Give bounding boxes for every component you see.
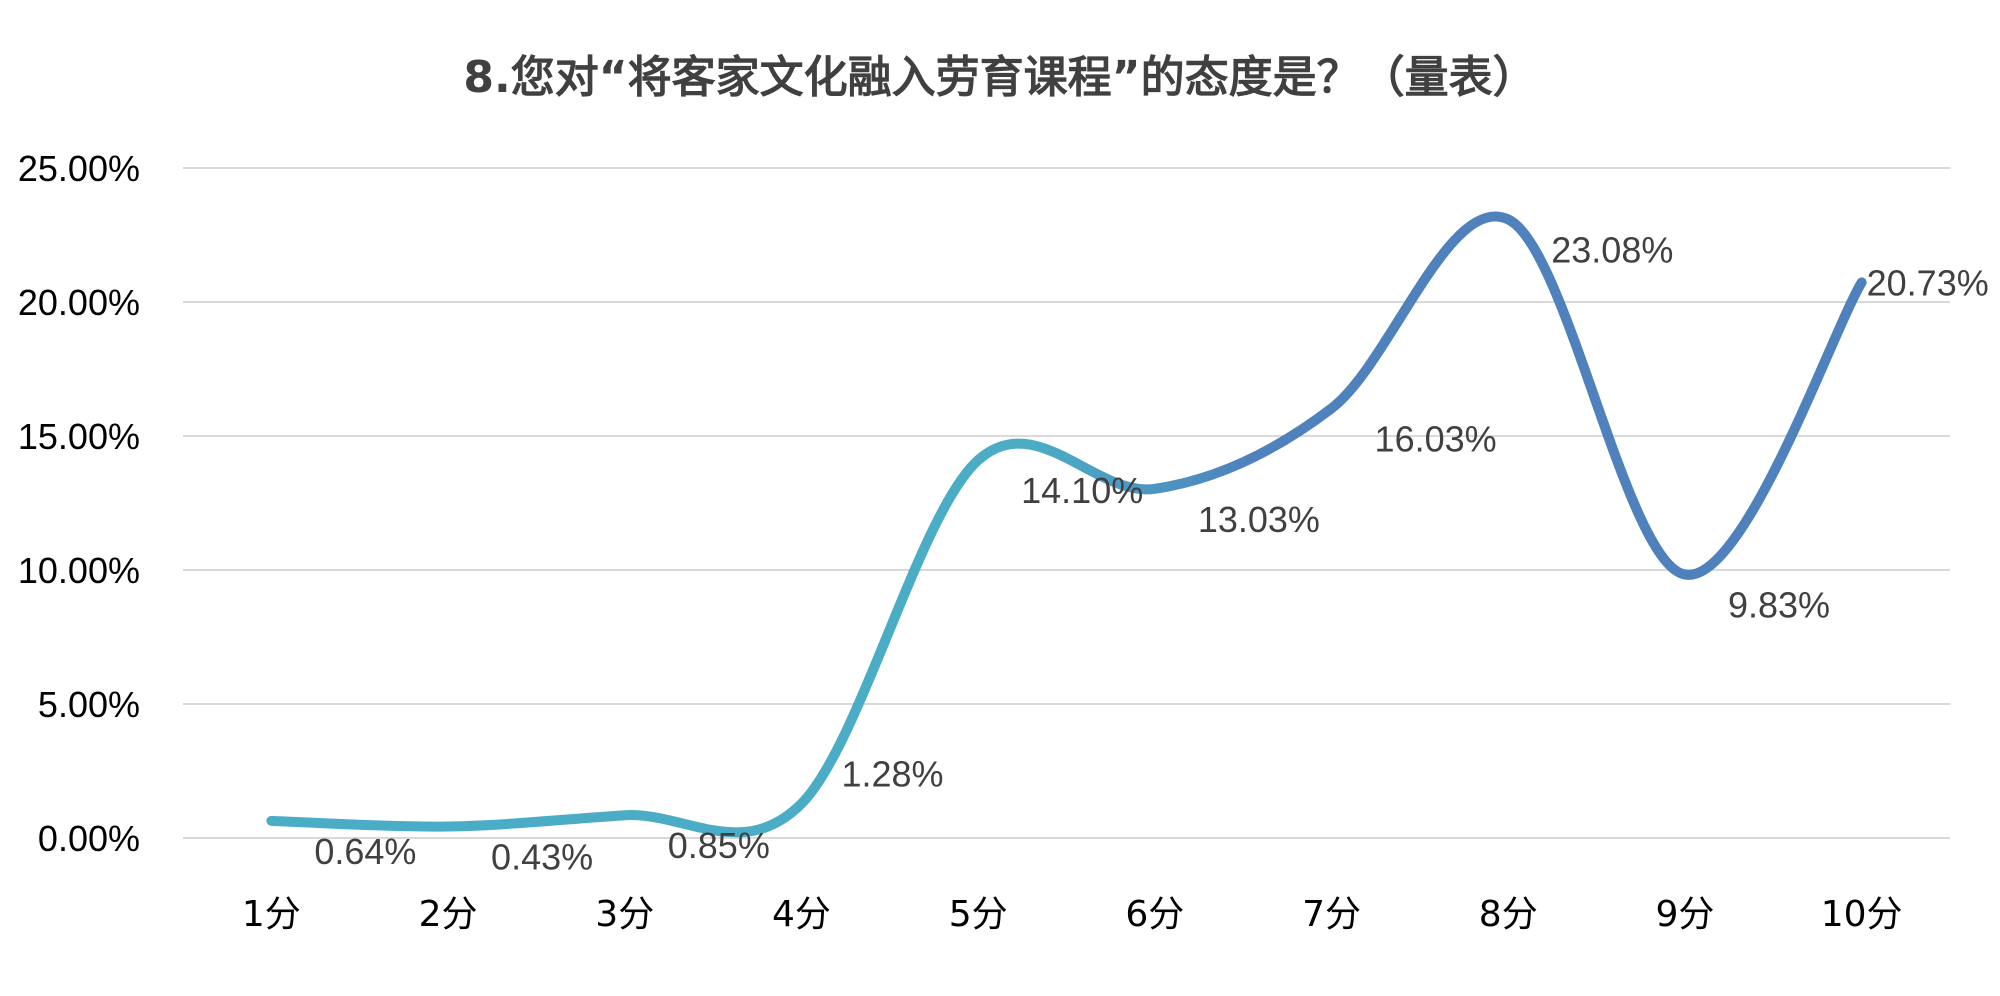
chart-title: 8.您对“将客家文化融入劳育课程”的态度是？（量表） (463, 52, 1536, 103)
x-axis-ticks: 1分 2分 3分 4分 5分 6分 7分 8分 9分 10分 (242, 894, 1903, 935)
data-label: 16.03% (1375, 418, 1497, 459)
x-tick-label: 7分 (1302, 894, 1361, 935)
x-tick-label: 8分 (1479, 894, 1538, 935)
x-tick-label: 1分 (242, 894, 301, 935)
x-tick-label: 4分 (772, 894, 831, 935)
y-axis-ticks: 0.00% 5.00% 10.00% 15.00% 20.00% 25.00% (18, 148, 140, 859)
data-label: 0.64% (314, 831, 416, 872)
data-labels: 0.64% 0.43% 0.85% 1.28% 14.10% 13.03% 16.03% 23… (314, 229, 1988, 877)
data-label: 23.08% (1551, 229, 1673, 270)
x-tick-label: 5分 (949, 894, 1008, 935)
data-label: 1.28% (841, 754, 943, 795)
series-line (266, 211, 1867, 838)
data-label: 0.43% (491, 836, 593, 877)
x-tick-label: 2分 (419, 894, 478, 935)
gridlines (183, 167, 1950, 839)
x-tick-label: 3分 (595, 894, 654, 935)
y-tick-label: 15.00% (18, 416, 140, 457)
y-tick-label: 10.00% (18, 550, 140, 591)
y-tick-label: 20.00% (18, 282, 140, 323)
y-tick-label: 25.00% (18, 148, 140, 189)
data-label: 13.03% (1198, 499, 1320, 540)
x-tick-label: 6分 (1125, 894, 1184, 935)
x-tick-label: 10分 (1821, 894, 1903, 935)
data-label: 14.10% (1021, 470, 1143, 511)
x-tick-label: 9分 (1655, 894, 1714, 935)
y-tick-label: 5.00% (38, 684, 140, 725)
data-label: 9.83% (1728, 585, 1830, 626)
data-label: 0.85% (668, 825, 770, 866)
data-label: 20.73% (1867, 262, 1989, 303)
y-tick-label: 0.00% (38, 818, 140, 859)
